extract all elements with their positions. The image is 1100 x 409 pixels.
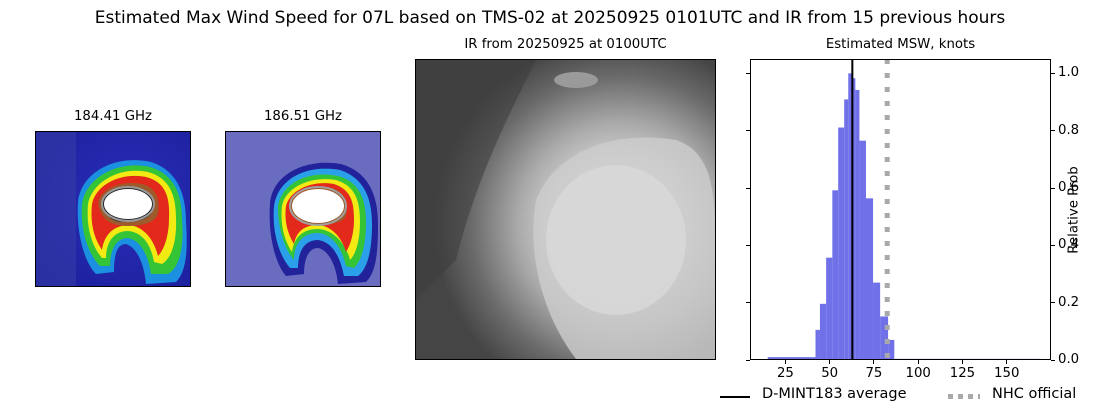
y-tick [1051,359,1055,361]
mw1-heatmap [36,132,190,286]
y-tick-label: 0.0 [1058,352,1080,367]
figure-title: Estimated Max Wind Speed for 07L based o… [94,8,1006,28]
ir-title: IR from 20250925 at 0100UTC [464,37,667,52]
x-tick-label: 25 [776,366,794,381]
y-tick-left [746,302,750,304]
mw2-heatmap [226,132,380,286]
histogram-bar [826,257,833,360]
legend-item-nhc: NHC official [992,386,1077,402]
x-tick-label: 50 [821,366,839,381]
x-tick [829,360,831,364]
legend-dotted-line-icon [948,394,980,399]
histogram-bar [873,282,881,360]
histogram-bar [832,190,839,360]
histogram-bar [855,89,860,361]
x-tick-label: 150 [994,366,1020,381]
y-tick [1051,72,1055,74]
x-tick [961,360,963,364]
y-tick-label: 0.4 [1058,237,1080,253]
histogram-bar [844,99,849,361]
legend: D-MINT183 average NHC official [720,386,1100,406]
histogram-bar [851,78,856,360]
histogram-bar [767,357,816,360]
y-tick [1051,302,1055,304]
x-tick-label: 125 [949,366,976,381]
histogram-plot [750,59,1051,361]
y-tick-label: 1.0 [1058,65,1080,81]
mw2-title: 186.51 GHz [263,109,343,124]
y-tick-left [746,187,750,189]
x-tick [784,360,786,364]
histogram-chart [750,59,1051,361]
mw1-title: 184.41 GHz [73,109,153,124]
histogram-bar [888,339,895,360]
y-tick-label: 0.6 [1058,180,1080,195]
y-axis-label: Relative Prob [1066,166,1082,254]
histogram-bar [848,73,852,360]
x-tick [1006,360,1008,364]
y-tick-label: 0.8 [1058,122,1080,138]
mw1-image [35,131,191,287]
histogram-bar [838,127,845,360]
legend-item-dmint: D-MINT183 average [762,386,907,402]
y-tick [1051,244,1055,246]
hist-title: Estimated MSW, knots [825,37,976,52]
axes-frame [750,59,1051,360]
y-tick [1051,130,1055,132]
ir-image [415,59,716,360]
y-tick [1051,187,1055,189]
legend-solid-line-icon [720,396,750,398]
x-tick-label: 75 [865,366,883,381]
histogram-bar [859,140,866,360]
histogram-bar [819,303,827,360]
histogram-bar [815,329,820,360]
y-tick-left [746,244,750,246]
mw2-image [225,131,381,287]
y-tick-left [746,130,750,132]
x-tick-label: 100 [905,366,931,381]
y-tick-left [746,72,750,74]
x-tick [917,360,919,364]
histogram-bar [880,316,889,360]
x-tick [873,360,875,364]
y-tick-left [746,359,750,361]
ir-satellite-image [416,60,715,359]
histogram-bar [865,198,874,360]
y-tick-label: 0.2 [1058,294,1080,310]
